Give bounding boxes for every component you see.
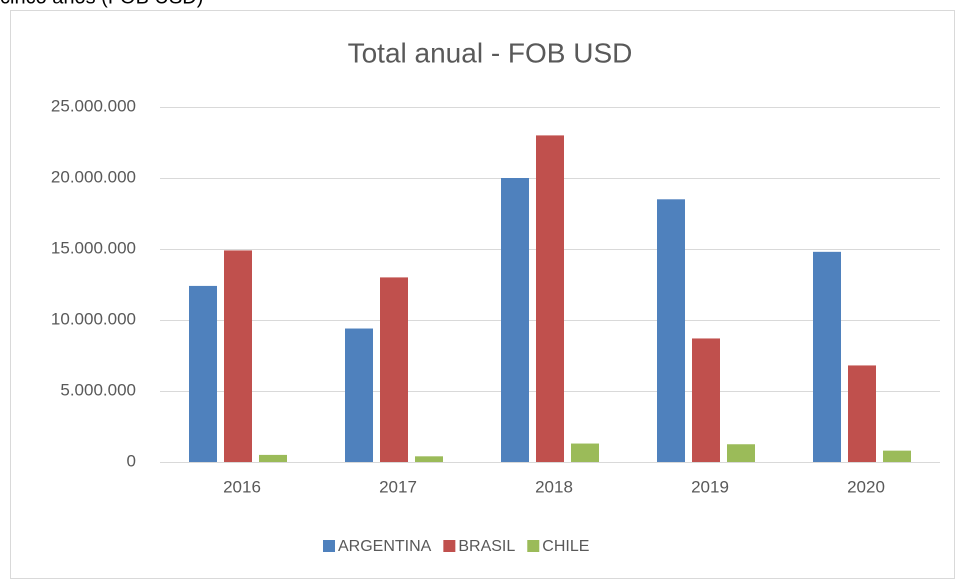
bar — [692, 338, 720, 462]
chart-title: Total anual - FOB USD — [348, 37, 633, 68]
bar — [883, 450, 911, 462]
x-tick-label: 2018 — [535, 477, 573, 496]
y-tick-label: 0 — [127, 451, 136, 470]
x-tick-label: 2020 — [847, 477, 885, 496]
bar — [657, 199, 685, 463]
bar — [813, 251, 841, 462]
bar — [415, 456, 443, 462]
caption: cinco años (FOB USD) — [0, 0, 203, 8]
chart-frame — [10, 10, 955, 579]
legend-label: ARGENTINA — [338, 538, 432, 555]
x-tick-label: 2016 — [223, 477, 261, 496]
bar — [189, 285, 217, 462]
bar — [259, 454, 287, 462]
y-tick-label: 5.000.000 — [60, 380, 136, 399]
y-tick-label: 25.000.000 — [51, 96, 136, 115]
y-tick-label: 15.000.000 — [51, 238, 136, 257]
legend-swatch — [527, 540, 540, 552]
bar — [380, 277, 408, 462]
y-tick-label: 20.000.000 — [51, 167, 136, 186]
bar — [345, 328, 373, 462]
legend-swatch — [323, 540, 335, 552]
y-tick-label: 10.000.000 — [51, 309, 136, 328]
x-tick-label: 2019 — [691, 477, 729, 496]
legend-swatch — [443, 540, 456, 552]
bar — [501, 178, 529, 462]
bar — [536, 135, 564, 462]
bar — [727, 444, 755, 462]
legend-label: BRASIL — [458, 538, 515, 555]
bar — [848, 365, 876, 462]
x-tick-label: 2017 — [379, 477, 417, 496]
bar — [571, 443, 599, 462]
bar — [224, 250, 252, 462]
legend-label: CHILE — [542, 538, 589, 555]
